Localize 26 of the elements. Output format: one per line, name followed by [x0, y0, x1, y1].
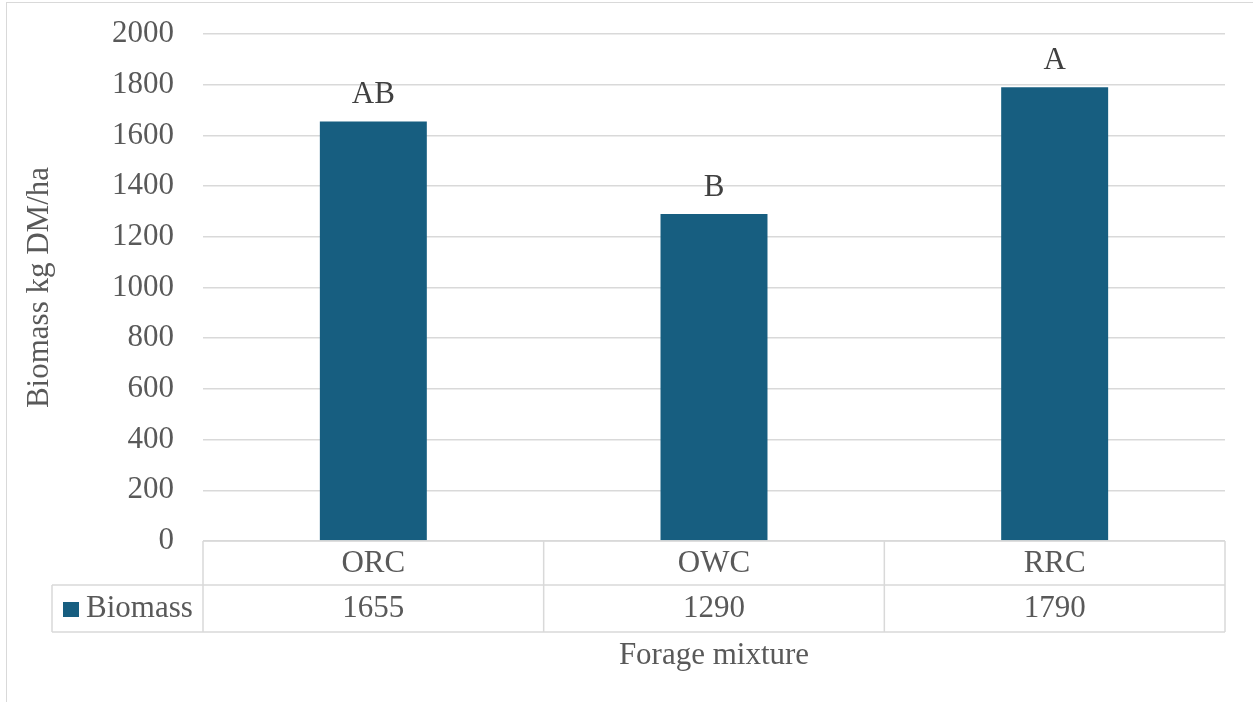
bar: [1001, 87, 1109, 541]
annotation: A: [1043, 41, 1067, 77]
x-tick-label: RRC: [1023, 543, 1086, 579]
y-tick-label: 200: [127, 470, 174, 506]
y-tick-label: 1800: [112, 64, 174, 100]
y-tick-label: 400: [127, 419, 174, 455]
x-tick-label: OWC: [677, 543, 751, 579]
data-label: 1655: [342, 588, 405, 624]
bar: [660, 213, 768, 541]
y-tick-label: 1600: [112, 115, 174, 151]
y-axis-title: Biomass kg DM/ha: [19, 166, 55, 409]
annotation: AB: [351, 75, 395, 111]
y-tick-label: 0: [158, 521, 174, 557]
annotation: B: [703, 167, 725, 203]
legend-label: Biomass: [86, 588, 193, 624]
x-tick-label: ORC: [341, 543, 406, 579]
x-axis-title: Forage mixture: [618, 635, 810, 671]
y-tick-label: 2000: [112, 14, 174, 50]
y-tick-label: 1000: [112, 267, 174, 303]
data-label: 1790: [1023, 588, 1086, 624]
y-tick-label: 1400: [112, 166, 174, 202]
y-tick-label: 800: [127, 318, 174, 354]
bar: [319, 121, 427, 541]
y-tick-label: 600: [127, 369, 174, 405]
y-tick-label: 1200: [112, 216, 174, 252]
data-label: 1290: [683, 588, 745, 624]
